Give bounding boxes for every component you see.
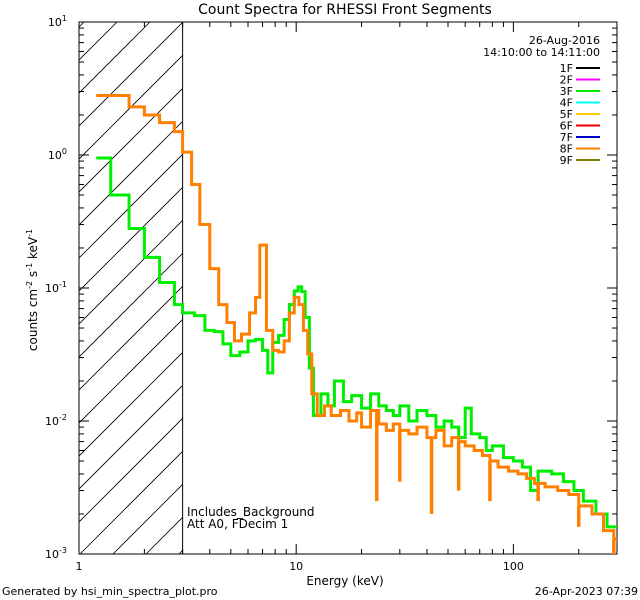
y-tick-label: 10-1 (45, 280, 67, 295)
hatch-line (79, 22, 183, 127)
hatch-line (79, 54, 183, 160)
hatch-line (79, 219, 183, 325)
hatch-line (79, 285, 183, 391)
y-axis-tick-labels: 10-3 10-2 10-1 100 101 (45, 14, 67, 561)
legend-label-5F: 5F (560, 108, 573, 121)
annotation-attenuator: Att A0, FDecim 1 (187, 517, 288, 531)
legend-date: 26-Aug-2016 (529, 34, 600, 47)
chart-title: Count Spectra for RHESSI Front Segments (198, 2, 492, 18)
hatch-line (79, 417, 183, 523)
hatch-line (79, 22, 151, 94)
y-axis-label: counts cm-2 s-1 keV-1 (25, 229, 40, 351)
legend-label-8F: 8F (560, 143, 573, 156)
x-axis-tick-labels: 1 10 100 (76, 560, 524, 573)
hatch-line (79, 252, 183, 358)
x-tick-label: 1 (76, 560, 83, 573)
y-tick-label: 10-2 (45, 413, 67, 428)
hatch-line (79, 120, 183, 226)
series-group (96, 94, 617, 554)
hatch-line (79, 87, 183, 193)
legend-label-2F: 2F (560, 74, 573, 87)
legend-label-4F: 4F (560, 97, 573, 110)
x-tick-label: 100 (503, 560, 524, 573)
hatch-line (79, 318, 183, 424)
x-axis-label: Energy (keV) (306, 574, 383, 588)
legend-label-9F: 9F (560, 154, 573, 167)
hatch-line (79, 351, 183, 457)
series-line-3F (96, 156, 617, 529)
hatch-line (79, 384, 183, 490)
y-tick-label: 101 (48, 14, 67, 29)
legend-time-range: 14:10:00 to 14:11:00 (483, 46, 600, 59)
legend-label-7F: 7F (560, 131, 573, 144)
footer-generated-by: Generated by hsi_min_spectra_plot.pro (2, 585, 218, 598)
x-axis-ticks (78, 22, 618, 554)
legend-label-6F: 6F (560, 120, 573, 133)
legend-label-1F: 1F (560, 62, 573, 75)
hatch-line (79, 22, 85, 28)
footer-timestamp: 26-Apr-2023 07:39 (535, 585, 638, 598)
legend-label-3F: 3F (560, 85, 573, 98)
y-tick-label: 100 (48, 147, 67, 162)
y-tick-label: 10-3 (45, 546, 67, 561)
annotation-background: Includes_Background (187, 505, 315, 519)
series-line-8F (96, 94, 617, 541)
y-axis-ticks (79, 21, 617, 555)
hatch-line (79, 450, 183, 554)
attenuator-hatch-region (79, 22, 183, 554)
x-tick-label: 10 (289, 560, 303, 573)
